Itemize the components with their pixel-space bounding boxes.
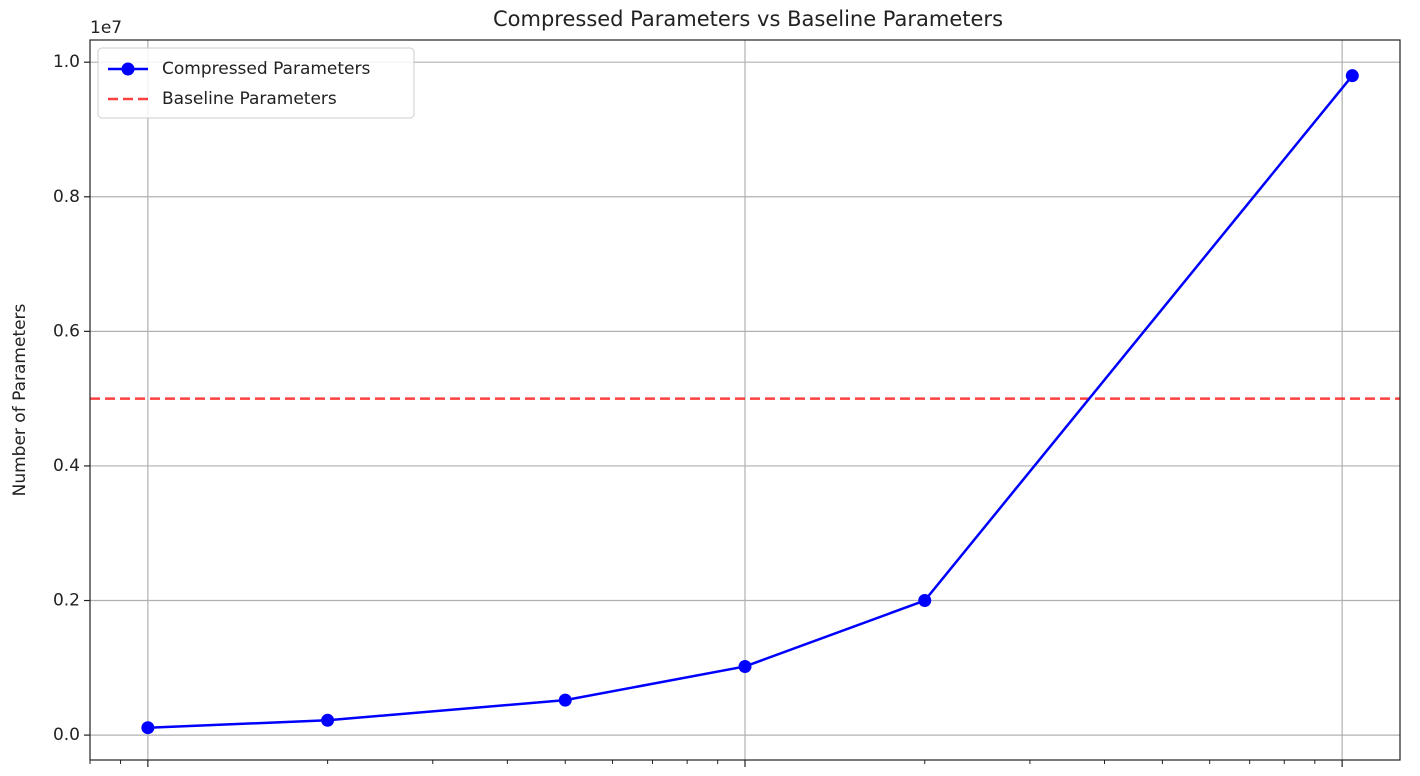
legend-marker	[121, 62, 135, 76]
y-tick-label: 0.0	[53, 725, 80, 745]
y-offset-label: 1e7	[90, 18, 122, 38]
point	[558, 693, 572, 707]
plot-frame	[89, 39, 1401, 761]
y-tick-label: 0.2	[53, 591, 80, 611]
point	[1345, 69, 1359, 83]
point	[738, 659, 752, 673]
chart-title: Compressed Parameters vs Baseline Parame…	[493, 7, 1003, 31]
y-tick-label: 1.0	[53, 52, 80, 72]
legend-label: Compressed Parameters	[162, 59, 371, 79]
point	[918, 594, 932, 608]
point	[321, 713, 335, 727]
y-tick-label: 0.6	[53, 321, 80, 341]
series-line	[147, 74, 1354, 729]
y-axis-label: Number of Parameters	[10, 303, 30, 496]
y-tick-label: 0.8	[53, 187, 80, 207]
y-tick-label: 0.4	[53, 456, 80, 476]
point	[141, 721, 155, 735]
legend-label: Baseline Parameters	[162, 89, 337, 109]
legend-box	[97, 47, 415, 119]
